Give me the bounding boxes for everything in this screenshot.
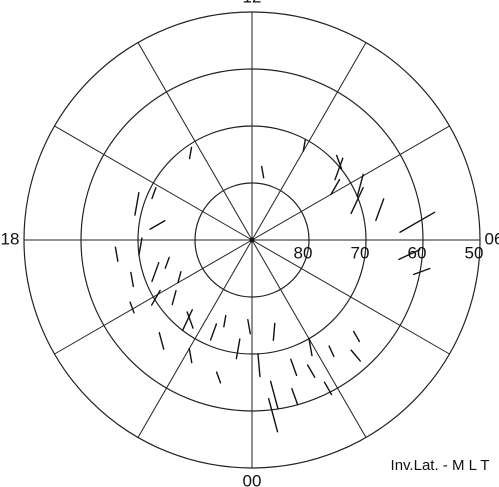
- vector: [330, 178, 341, 196]
- vector: [188, 146, 193, 160]
- ring-label: 70: [351, 243, 370, 262]
- vector: [151, 261, 160, 283]
- vector: [158, 332, 165, 350]
- vector: [186, 311, 194, 329]
- vector: [164, 256, 170, 269]
- vector: [247, 318, 251, 335]
- vector: [149, 220, 166, 230]
- vector: [308, 338, 313, 357]
- vector: [257, 353, 261, 378]
- vector: [269, 380, 279, 410]
- vector: [267, 398, 279, 433]
- vector: [302, 139, 306, 152]
- vector: [328, 345, 335, 358]
- vector: [130, 271, 135, 288]
- ring: [194, 182, 310, 298]
- center: [249, 237, 255, 243]
- vector: [151, 187, 157, 200]
- vector: [291, 387, 299, 406]
- vector: [181, 309, 193, 332]
- vector: [412, 267, 431, 276]
- ring: [137, 125, 367, 355]
- vector: [375, 198, 385, 222]
- vector: [188, 347, 193, 364]
- ring: [23, 11, 481, 469]
- ring-label: 60: [408, 243, 427, 262]
- vector: [138, 237, 143, 256]
- vector: [223, 314, 227, 328]
- vector: [350, 186, 364, 215]
- vector: [177, 271, 182, 284]
- vector: [209, 323, 218, 341]
- mlt-label: 12: [243, 0, 262, 6]
- vector: [398, 249, 421, 261]
- ring-label: 80: [294, 243, 313, 262]
- vector: [323, 381, 333, 396]
- vector: [334, 157, 344, 181]
- vector: [356, 173, 364, 198]
- mlt-label: 00: [243, 471, 262, 487]
- vector: [272, 322, 276, 342]
- vector: [335, 154, 343, 170]
- ring: [80, 68, 424, 412]
- vector: [399, 211, 436, 233]
- mlt-label: 18: [1, 229, 20, 248]
- vector: [150, 289, 161, 306]
- vector: [290, 358, 298, 377]
- vector: [215, 371, 222, 384]
- vector: [260, 165, 265, 179]
- vector: [235, 338, 241, 360]
- mlt-label: 06: [485, 229, 499, 248]
- vector: [129, 301, 135, 314]
- vector: [306, 364, 316, 379]
- vector: [134, 191, 140, 216]
- vector: [171, 290, 177, 306]
- vector: [350, 349, 362, 362]
- axis-label: Inv.Lat. - M L T: [391, 457, 490, 474]
- ring-label: 50: [465, 243, 484, 262]
- vector: [114, 246, 119, 262]
- vector: [352, 330, 361, 343]
